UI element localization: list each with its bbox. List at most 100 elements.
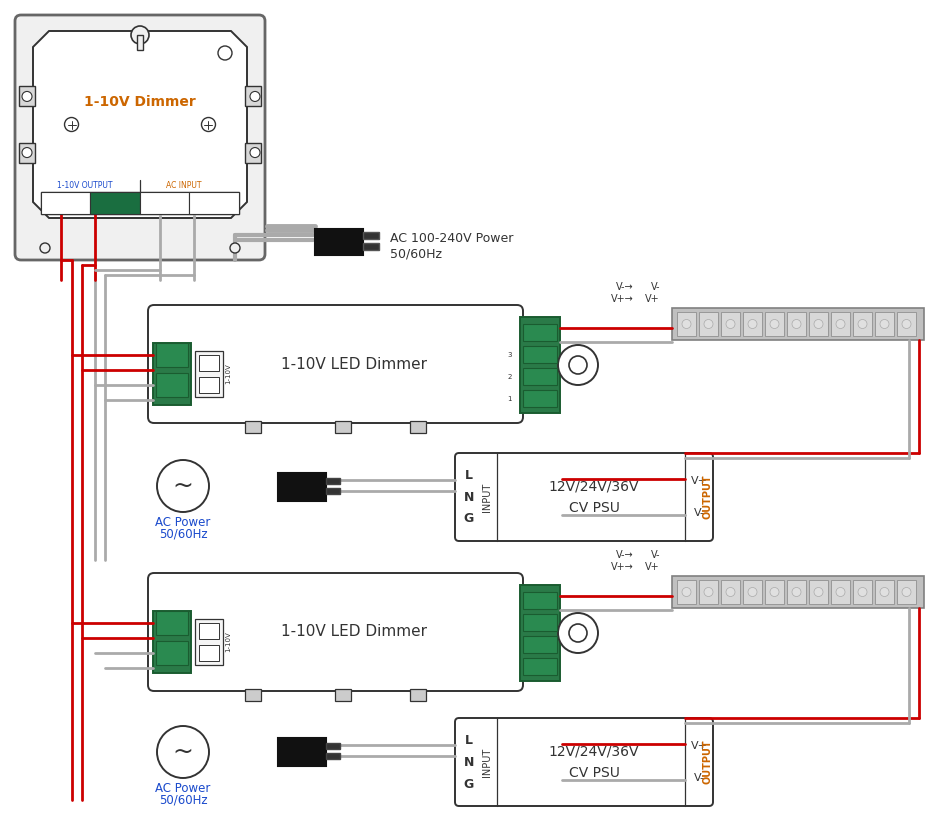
Bar [677,580,696,604]
Text: V+: V+ [646,294,660,304]
Circle shape [704,320,713,328]
Bar [156,343,188,367]
Text: V-→: V-→ [616,282,634,292]
Bar [326,478,340,484]
Bar [156,611,188,635]
Text: G: G [464,777,474,791]
Bar [363,232,379,239]
Circle shape [201,117,215,132]
Bar [523,614,557,631]
Bar [199,355,219,371]
Text: ⊗: ⊗ [167,378,178,392]
Bar [245,87,261,107]
FancyBboxPatch shape [455,453,713,541]
Bar [245,421,261,433]
Bar [520,585,560,681]
Bar [523,346,557,363]
Text: N: N [211,198,217,207]
Text: L: L [465,734,473,746]
Bar [721,312,740,336]
Polygon shape [33,31,247,218]
Text: V+: V+ [646,562,660,572]
Bar [278,738,326,766]
Circle shape [682,587,691,596]
FancyBboxPatch shape [15,15,265,260]
Bar [743,580,762,604]
Text: V+→: V+→ [612,294,634,304]
Bar [831,312,850,336]
Bar [90,192,140,214]
Text: ⊗: ⊗ [534,660,545,673]
Bar [743,312,762,336]
Text: 12V/24V/36V: 12V/24V/36V [549,745,639,758]
Text: N: N [464,491,474,503]
Bar [809,580,828,604]
Text: 12V/24V/36V: 12V/24V/36V [549,480,639,493]
Text: ⊗: ⊗ [167,348,178,362]
Circle shape [726,587,735,596]
Circle shape [157,460,209,512]
Circle shape [792,587,801,596]
Bar [523,390,557,407]
Bar [140,192,189,214]
Circle shape [157,726,209,778]
Text: ⊗: ⊗ [534,638,545,651]
Text: INPUT: INPUT [482,747,492,776]
Text: 1-10V Dimmer: 1-10V Dimmer [84,95,196,109]
Bar [195,351,223,397]
Bar [199,623,219,639]
Bar [335,421,351,433]
Bar [672,308,924,340]
Text: 50/60Hz: 50/60Hz [159,527,207,541]
Bar [875,580,894,604]
Bar [523,324,557,341]
Bar [520,317,560,413]
Bar [699,580,718,604]
Circle shape [40,243,50,253]
Circle shape [569,356,587,374]
Bar [199,645,219,661]
Text: L: L [465,468,473,481]
Bar [41,192,239,214]
Text: L: L [163,198,167,207]
Bar [195,619,223,665]
Text: OUTPUT: OUTPUT [703,740,713,785]
Circle shape [902,587,911,596]
Text: 1-10V OUTPUT: 1-10V OUTPUT [56,181,112,189]
Bar [410,421,426,433]
Circle shape [880,320,889,328]
Text: ⊗: ⊗ [534,326,545,339]
Bar [765,580,784,604]
Circle shape [858,587,867,596]
Text: ⊗: ⊗ [534,392,545,405]
Text: AC 100-240V Power: AC 100-240V Power [390,232,514,245]
Text: V+→: V+→ [612,562,634,572]
Text: 3: 3 [507,352,512,357]
Circle shape [65,117,78,132]
Circle shape [814,320,823,328]
Text: 1: 1 [63,198,69,207]
FancyBboxPatch shape [455,718,713,806]
Bar [326,753,340,759]
Text: GND: GND [105,198,125,207]
Text: V-: V- [694,773,705,783]
Bar [523,592,557,609]
Bar [19,87,35,107]
Bar [245,142,261,162]
Text: V+: V+ [691,476,708,486]
Circle shape [22,147,32,157]
Text: 1: 1 [507,396,512,402]
Circle shape [880,587,889,596]
Bar [853,312,872,336]
Circle shape [726,320,735,328]
Text: +: + [199,627,206,636]
Bar [137,35,143,50]
Text: CV PSU: CV PSU [568,501,619,515]
Bar [897,580,916,604]
Circle shape [250,147,260,157]
Bar [853,580,872,604]
Text: ⊗: ⊗ [534,370,545,383]
Circle shape [748,587,757,596]
Bar [326,743,340,749]
Circle shape [902,320,911,328]
